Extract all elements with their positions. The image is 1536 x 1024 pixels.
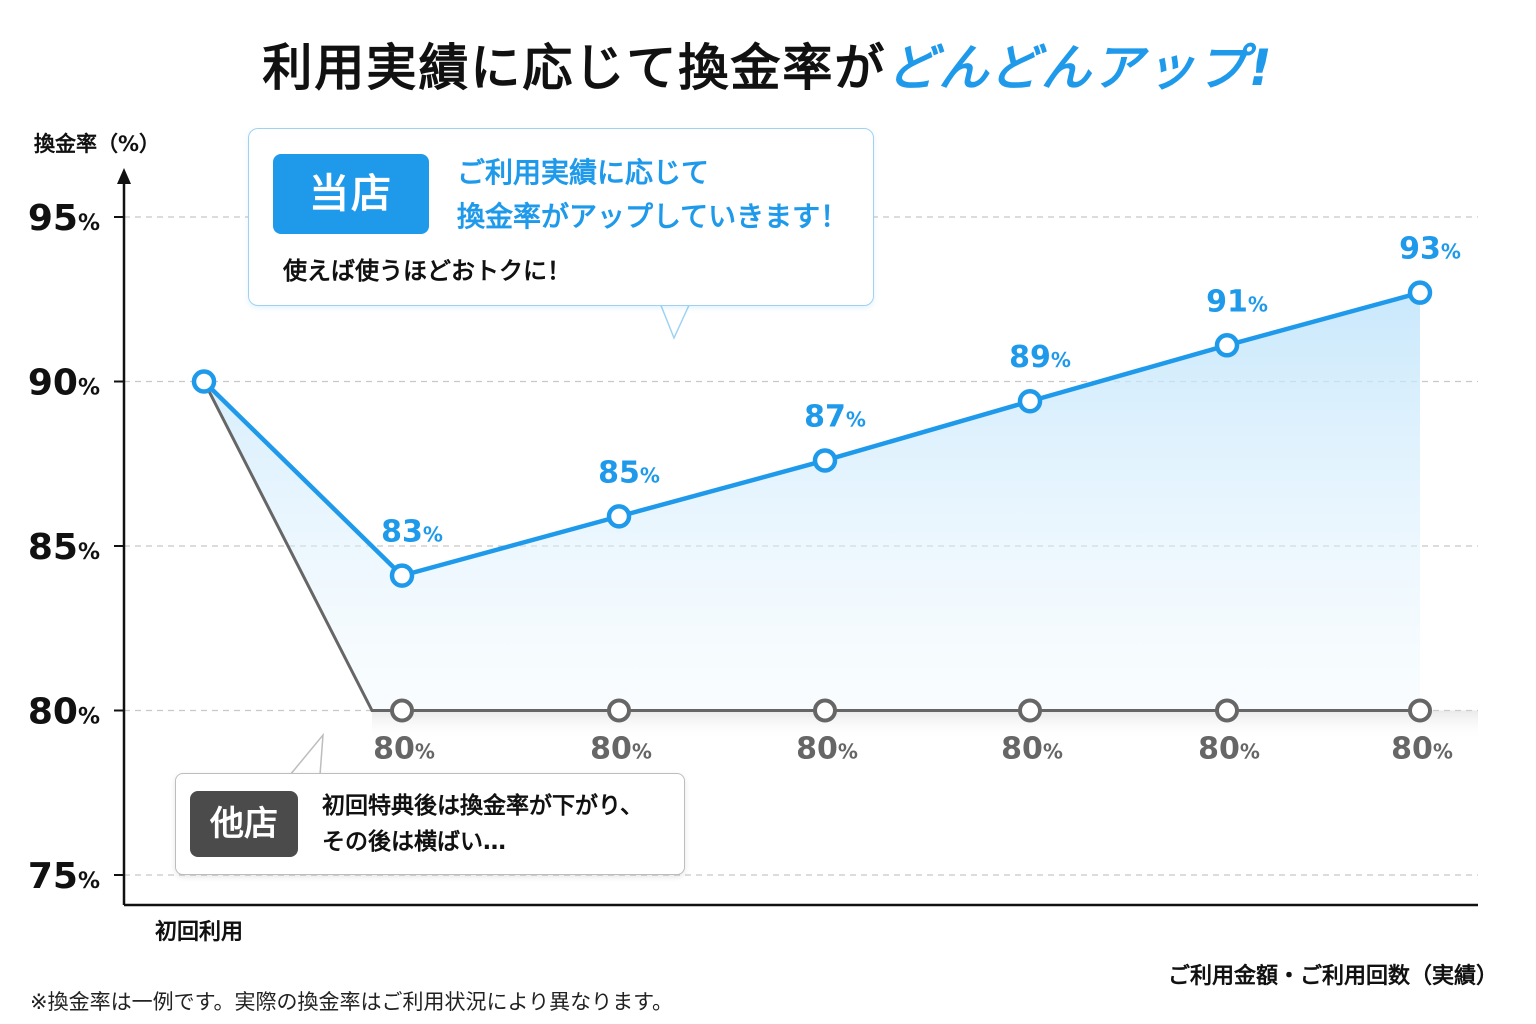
x-start-label: 初回利用: [155, 920, 244, 945]
data-label-unit: %: [1248, 292, 1268, 316]
callout-our-store-pointer: [659, 302, 691, 340]
other-store-badge: 他店: [190, 791, 298, 857]
data-label-unit: %: [1051, 348, 1071, 372]
other-store-message-line1: 初回特典後は換金率が下がり、: [322, 793, 644, 819]
other-store-point: [607, 698, 631, 723]
data-label-unit: %: [1433, 740, 1453, 764]
data-label-num: 80: [796, 732, 838, 767]
ytick-unit: %: [78, 540, 100, 565]
data-label-unit: %: [1240, 740, 1260, 764]
our-store-message-line2: 換金率がアップしていきます！: [457, 200, 849, 233]
ytick-label-75: 75%: [28, 856, 100, 897]
other-store-message-line2: その後は横ばい…: [322, 829, 506, 855]
data-label-unit: %: [415, 740, 435, 764]
other-store-data-label: 80%: [1001, 732, 1063, 767]
ytick-unit: %: [78, 376, 100, 401]
ytick-num: 85: [28, 527, 78, 568]
area-fills: [204, 292, 1478, 741]
other-store-point: [390, 698, 414, 723]
other-store-message: 初回特典後は換金率が下がり、 その後は横ばい…: [322, 788, 682, 860]
data-label-num: 80: [1391, 732, 1433, 767]
data-label-unit: %: [846, 407, 866, 431]
other-store-data-label: 80%: [1391, 732, 1453, 767]
other-store-data-label: 80%: [796, 732, 858, 767]
data-label-num: 80: [590, 732, 632, 767]
data-label-unit: %: [640, 463, 660, 487]
ytick-unit: %: [78, 705, 100, 730]
other-store-line: [202, 380, 1420, 712]
data-label-unit: %: [1043, 740, 1063, 764]
y-axis-title: 換金率（%）: [34, 132, 161, 156]
our-store-subtext: 使えば使うほどおトクに！: [283, 257, 571, 285]
our-store-message: ご利用実績に応じて 換金率がアップしていきます！: [457, 151, 867, 239]
ytick-unit: %: [78, 211, 100, 236]
ytick-num: 75: [28, 856, 78, 897]
data-label-num: 80: [373, 732, 415, 767]
data-label-num: 87: [804, 399, 846, 434]
chart-title: 利用実績に応じて換金率がどんどんアップ!: [0, 28, 1536, 100]
x-axis-title: ご利用金額・ご利用回数（実績）: [1167, 964, 1498, 989]
our-store-point: [1407, 280, 1433, 305]
our-store-data-label: 89%: [1009, 340, 1071, 375]
ytick-unit: %: [78, 869, 100, 894]
other-store-point: [1408, 698, 1432, 723]
footnote: ※換金率は一例です。実際の換金率はご利用状況により異なります。: [30, 990, 673, 1014]
our-store-data-label: 87%: [804, 399, 866, 434]
data-label-unit: %: [632, 740, 652, 764]
title-accent: どんどんアップ!: [886, 39, 1274, 97]
series-points: [191, 280, 1433, 723]
other-store-data-label: 80%: [590, 732, 652, 767]
data-label-num: 83: [381, 515, 423, 550]
our-store-badge: 当店: [273, 154, 429, 234]
our-store-data-label: 91%: [1206, 284, 1268, 319]
axes: [117, 168, 1478, 907]
ytick-label-90: 90%: [28, 363, 100, 404]
data-label-num: 80: [1198, 732, 1240, 767]
our-store-point: [1214, 333, 1240, 358]
our-store-point: [389, 563, 415, 588]
y-axis-arrow: [117, 168, 131, 184]
data-label-unit: %: [423, 523, 443, 547]
data-label-unit: %: [838, 740, 858, 764]
our-store-message-line1: ご利用実績に応じて: [457, 156, 710, 189]
data-label-num: 93: [1399, 232, 1441, 267]
y-tick-labels: 95%90%85%80%75%: [28, 198, 100, 897]
ytick-label-80: 80%: [28, 692, 100, 733]
ytick-num: 90: [28, 363, 78, 404]
title-main: 利用実績に応じて換金率が: [262, 39, 887, 97]
ytick-label-85: 85%: [28, 527, 100, 568]
ytick-label-95: 95%: [28, 198, 100, 239]
other-store-data-label: 80%: [373, 732, 435, 767]
data-label-num: 85: [598, 455, 640, 490]
our-store-data-label: 93%: [1399, 232, 1461, 267]
data-label-num: 89: [1009, 340, 1051, 375]
our-store-point: [606, 504, 632, 529]
other-store-point: [813, 698, 837, 723]
other-store-shadow: [372, 710, 1478, 741]
our-store-point: [191, 369, 217, 394]
our-store-point: [812, 448, 838, 473]
other-store-point: [1215, 698, 1239, 723]
our-store-area: [204, 292, 1420, 711]
data-label-num: 91: [1206, 284, 1248, 319]
our-store-point: [1017, 388, 1043, 414]
our-store-data-label: 85%: [598, 455, 660, 490]
callout-other-store-pointer: [289, 732, 324, 776]
callout-other-store: 他店 初回特典後は換金率が下がり、 その後は横ばい…: [175, 773, 685, 875]
our-store-data-label: 83%: [381, 515, 443, 550]
ytick-num: 95: [28, 198, 78, 239]
callout-our-store: 当店 ご利用実績に応じて 換金率がアップしていきます！ 使えば使うほどおトクに！: [248, 128, 874, 306]
other-store-data-label: 80%: [1198, 732, 1260, 767]
ytick-num: 80: [28, 692, 78, 733]
data-label-unit: %: [1441, 240, 1461, 264]
other-store-point: [1018, 698, 1042, 723]
data-label-num: 80: [1001, 732, 1043, 767]
data-labels: 83%85%87%89%91%93%80% 80% 80% 80% 80% 80%: [289, 232, 1461, 776]
